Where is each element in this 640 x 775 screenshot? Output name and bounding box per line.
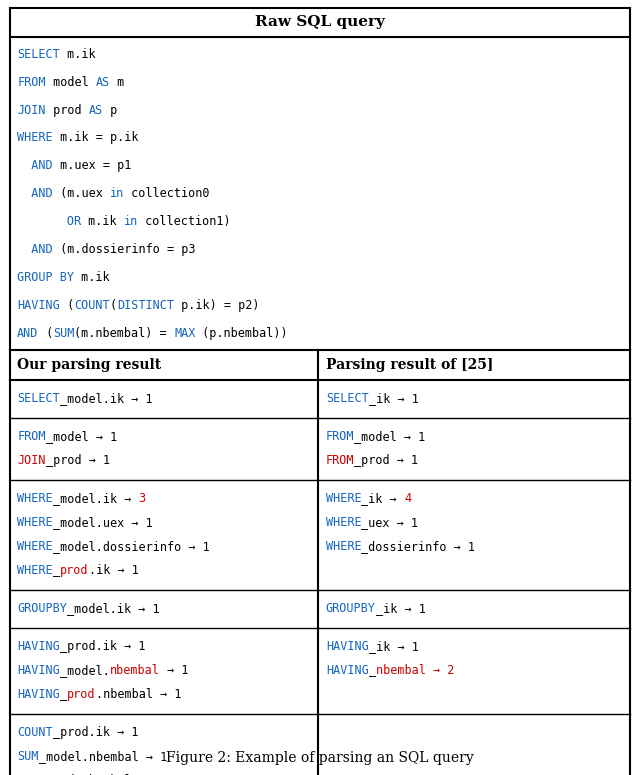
Text: _uex → 1: _uex → 1 xyxy=(362,516,419,529)
Text: HAVING: HAVING xyxy=(17,640,60,653)
Text: 4: 4 xyxy=(404,492,412,505)
Text: JOIN: JOIN xyxy=(17,104,46,116)
Text: .nbembal → 1: .nbembal → 1 xyxy=(95,688,181,701)
Text: m.ik: m.ik xyxy=(81,215,124,228)
Text: in: in xyxy=(124,215,138,228)
Text: WHERE: WHERE xyxy=(17,564,53,577)
Text: (: ( xyxy=(110,299,117,312)
Text: JOIN: JOIN xyxy=(17,454,46,467)
Text: AND: AND xyxy=(17,160,53,172)
Text: (m.nbembal) =: (m.nbembal) = xyxy=(74,327,174,339)
Text: p.ik) = p2): p.ik) = p2) xyxy=(174,299,260,312)
Text: MAX: MAX xyxy=(174,327,195,339)
Text: _: _ xyxy=(60,688,67,701)
Text: prod: prod xyxy=(60,564,88,577)
Text: SELECT: SELECT xyxy=(326,392,369,405)
Text: prod: prod xyxy=(67,688,95,701)
Text: model: model xyxy=(46,76,95,88)
Text: GROUP BY: GROUP BY xyxy=(17,271,74,284)
Text: FROM: FROM xyxy=(326,454,355,467)
Text: HAVING: HAVING xyxy=(17,664,60,677)
Text: (p.nbembal)): (p.nbembal)) xyxy=(195,327,288,339)
Text: _ik → 1: _ik → 1 xyxy=(376,602,426,615)
Text: → 1: → 1 xyxy=(160,664,188,677)
Text: HAVING: HAVING xyxy=(17,299,60,312)
Text: prod: prod xyxy=(46,104,88,116)
Text: _: _ xyxy=(53,564,60,577)
Text: collection0: collection0 xyxy=(124,188,210,200)
Text: _model → 1: _model → 1 xyxy=(355,430,426,443)
Text: WHERE: WHERE xyxy=(326,492,362,505)
Text: m.ik: m.ik xyxy=(74,271,110,284)
Text: Parsing result of [25]: Parsing result of [25] xyxy=(326,358,493,372)
Text: _model → 1: _model → 1 xyxy=(46,430,117,443)
Text: _prod.ik → 1: _prod.ik → 1 xyxy=(60,640,145,653)
Text: m.ik = p.ik: m.ik = p.ik xyxy=(53,132,138,144)
Text: WHERE: WHERE xyxy=(17,516,53,529)
Text: COUNT: COUNT xyxy=(74,299,110,312)
Text: _model.nbembal → 1: _model.nbembal → 1 xyxy=(38,750,167,763)
Text: SELECT: SELECT xyxy=(17,392,60,405)
Text: HAVING: HAVING xyxy=(326,640,369,653)
Text: (: ( xyxy=(60,299,74,312)
Text: _ik → 1: _ik → 1 xyxy=(369,392,419,405)
Text: AND: AND xyxy=(17,243,53,256)
Text: AS: AS xyxy=(88,104,103,116)
Text: (: ( xyxy=(38,327,53,339)
Text: _ik →: _ik → xyxy=(362,492,404,505)
Text: FROM: FROM xyxy=(326,430,355,443)
Text: HAVING: HAVING xyxy=(326,664,369,677)
Text: SUM: SUM xyxy=(53,327,74,339)
Text: _ik → 1: _ik → 1 xyxy=(369,640,419,653)
Text: .ik → 1: .ik → 1 xyxy=(88,564,138,577)
Text: m.ik: m.ik xyxy=(60,48,95,60)
Text: 3: 3 xyxy=(138,492,145,505)
Bar xyxy=(10,8,630,37)
Text: SUM: SUM xyxy=(17,750,38,763)
Text: p: p xyxy=(103,104,117,116)
Text: m: m xyxy=(110,76,124,88)
Text: _model.ik → 1: _model.ik → 1 xyxy=(60,392,153,405)
Text: _model.ik →: _model.ik → xyxy=(53,492,138,505)
Text: GROUPBY: GROUPBY xyxy=(17,602,67,615)
Text: WHERE: WHERE xyxy=(17,540,53,553)
Text: Figure 2: Example of parsing an SQL query: Figure 2: Example of parsing an SQL quer… xyxy=(166,751,474,765)
Text: AS: AS xyxy=(95,76,110,88)
Text: AND: AND xyxy=(17,188,53,200)
Text: nbembal: nbembal xyxy=(110,664,160,677)
Text: in: in xyxy=(110,188,124,200)
Text: nbembal → 2: nbembal → 2 xyxy=(376,664,454,677)
Text: _model.: _model. xyxy=(60,664,110,677)
Text: SELECT: SELECT xyxy=(17,48,60,60)
Text: (m.dossierinfo = p3: (m.dossierinfo = p3 xyxy=(53,243,195,256)
Text: Our parsing result: Our parsing result xyxy=(17,358,161,372)
Text: _prod.ik → 1: _prod.ik → 1 xyxy=(53,726,138,739)
Text: COUNT: COUNT xyxy=(17,726,53,739)
Text: WHERE: WHERE xyxy=(326,516,362,529)
Text: _prod → 1: _prod → 1 xyxy=(46,454,110,467)
Text: Raw SQL query: Raw SQL query xyxy=(255,16,385,29)
Text: _model.ik → 1: _model.ik → 1 xyxy=(67,602,160,615)
Text: HAVING: HAVING xyxy=(17,688,60,701)
Text: _prod → 1: _prod → 1 xyxy=(355,454,419,467)
Text: _model.uex → 1: _model.uex → 1 xyxy=(53,516,153,529)
Text: WHERE: WHERE xyxy=(17,492,53,505)
Text: collection1): collection1) xyxy=(138,215,231,228)
Text: m.uex = p1: m.uex = p1 xyxy=(53,160,131,172)
Text: FROM: FROM xyxy=(17,76,46,88)
Text: DISTINCT: DISTINCT xyxy=(117,299,174,312)
Text: WHERE: WHERE xyxy=(17,132,53,144)
Text: _dossierinfo → 1: _dossierinfo → 1 xyxy=(362,540,476,553)
Text: FROM: FROM xyxy=(17,430,46,443)
Text: AND: AND xyxy=(17,327,38,339)
Text: _: _ xyxy=(369,664,376,677)
Text: _model.dossierinfo → 1: _model.dossierinfo → 1 xyxy=(53,540,210,553)
Text: GROUPBY: GROUPBY xyxy=(326,602,376,615)
Text: (m.uex: (m.uex xyxy=(53,188,110,200)
Text: WHERE: WHERE xyxy=(326,540,362,553)
Text: OR: OR xyxy=(17,215,81,228)
